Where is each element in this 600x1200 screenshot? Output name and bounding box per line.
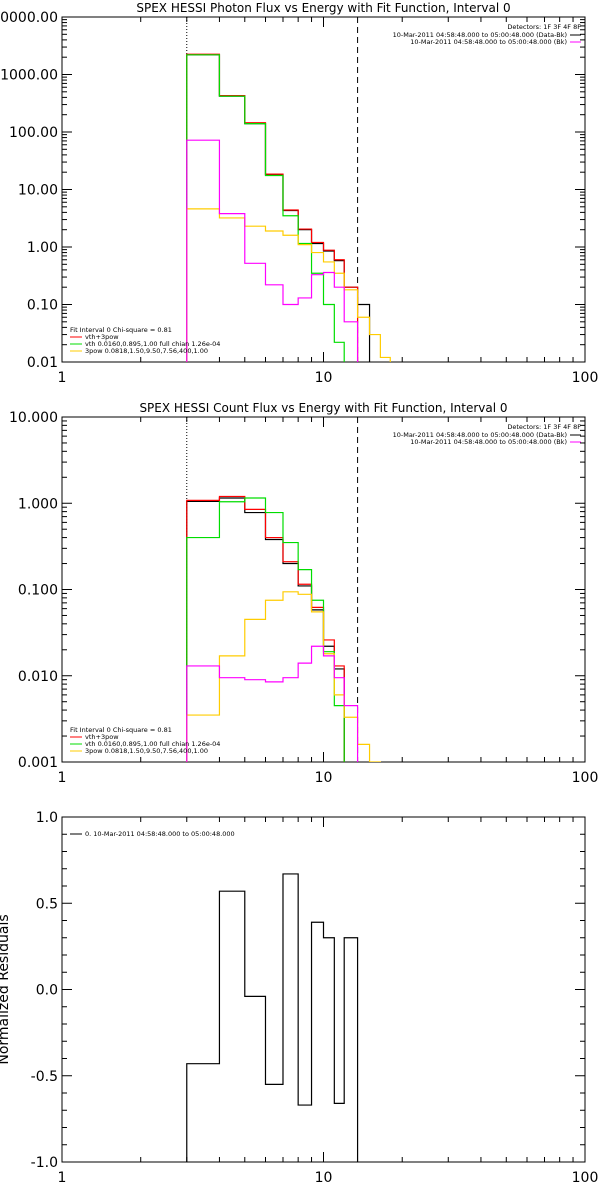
x-tick-label: 10 bbox=[315, 370, 333, 386]
legend-residual-label: 0. 10-Mar-2011 04:58:48.000 to 05:00:48.… bbox=[85, 830, 235, 838]
legend-model-label: 3pow 0.0818,1.50,9.50,7.56,400,1.00 bbox=[85, 747, 208, 755]
series-group bbox=[186, 873, 359, 1162]
x-tick-label: 10 bbox=[315, 1170, 333, 1186]
y-tick-label: 0.010 bbox=[18, 669, 58, 685]
series-line-4 bbox=[186, 497, 345, 762]
y-axis-label: Normalized Residuals bbox=[0, 914, 12, 1064]
chart-panel-2: SPEX HESSI Count Flux vs Energy with Fit… bbox=[9, 401, 599, 786]
y-tick-label: 0.10 bbox=[27, 298, 58, 314]
series-line-1 bbox=[186, 497, 345, 762]
y-tick-label: 10.000 bbox=[9, 410, 58, 426]
series-line-3 bbox=[186, 495, 345, 762]
plot-frame bbox=[61, 416, 586, 763]
legend-detectors: Detectors: 1F 3F 4F 8F bbox=[507, 23, 581, 31]
series-line-6 bbox=[186, 645, 359, 762]
y-tick-label: 0.01 bbox=[27, 355, 58, 371]
x-tick-label: 10 bbox=[315, 770, 333, 786]
chart-panel-3: 1 10 100 -1.0 -0.5 0.0 0.5 1.0 Normalized Residu… bbox=[0, 810, 599, 1186]
plot-frame bbox=[61, 816, 586, 1163]
legend-model-label: vth 0.0160,0.895,1.00 full chian 1.26e-0… bbox=[85, 740, 220, 748]
y-tick-label: 10000.00 bbox=[0, 10, 58, 26]
y-tick-label: 1.0 bbox=[36, 810, 58, 826]
x-tick-label: 100 bbox=[572, 370, 599, 386]
x-tick-label: 1 bbox=[58, 770, 67, 786]
legend-fit-label: Fit Interval 0 Chi-square = 0.81 bbox=[70, 326, 172, 334]
series-line-1 bbox=[186, 54, 371, 362]
y-tick-label: 1.000 bbox=[18, 496, 58, 512]
y-tick-label: 100.00 bbox=[9, 125, 58, 141]
legend-entry-label: 10-Mar-2011 04:58:48.000 to 05:00:48.000… bbox=[393, 431, 567, 439]
chart-title: SPEX HESSI Photon Flux vs Energy with Fi… bbox=[136, 1, 510, 15]
series-line-1 bbox=[186, 873, 359, 1162]
legend-entry-label: 10-Mar-2011 04:58:48.000 to 05:00:48.000… bbox=[410, 38, 567, 46]
series-group bbox=[186, 53, 391, 362]
chart-panel-1: SPEX HESSI Photon Flux vs Energy with Fi… bbox=[0, 1, 599, 386]
y-tick-label: 1.00 bbox=[27, 240, 58, 256]
y-tick-label: 0.100 bbox=[18, 583, 58, 599]
series-line-3 bbox=[186, 53, 359, 362]
plot-frame bbox=[61, 16, 586, 363]
chart-title: SPEX HESSI Count Flux vs Energy with Fit… bbox=[139, 401, 507, 415]
series-group bbox=[186, 495, 381, 762]
legend-model-label: vth+3pow bbox=[85, 333, 119, 341]
legend-entry-label: 10-Mar-2011 04:58:48.000 to 05:00:48.000… bbox=[393, 31, 567, 39]
y-tick-label: 0.5 bbox=[36, 896, 58, 912]
legend-model-label: 3pow 0.0818,1.50,9.50,7.56,400,1.00 bbox=[85, 347, 208, 355]
y-tick-label: 10.00 bbox=[18, 183, 58, 199]
y-tick-label: -0.5 bbox=[31, 1069, 58, 1085]
x-tick-label: 100 bbox=[572, 770, 599, 786]
legend-entry-label: 10-Mar-2011 04:58:48.000 to 05:00:48.000… bbox=[410, 438, 567, 446]
series-line-4 bbox=[186, 54, 345, 362]
legend-detectors: Detectors: 1F 3F 4F 8F bbox=[507, 423, 581, 431]
y-tick-label: 0.0 bbox=[36, 983, 58, 999]
x-tick-label: 100 bbox=[572, 1170, 599, 1186]
legend-model-label: vth+3pow bbox=[85, 733, 119, 741]
legend-model-label: vth 0.0160,0.895,1.00 full chian 1.26e-0… bbox=[85, 340, 220, 348]
y-tick-label: 1000.00 bbox=[0, 68, 58, 84]
y-tick-label: 0.001 bbox=[18, 755, 58, 771]
series-line-6 bbox=[186, 139, 359, 362]
x-tick-label: 1 bbox=[58, 1170, 67, 1186]
y-tick-label: -1.0 bbox=[31, 1155, 58, 1171]
series-line-5 bbox=[186, 591, 381, 762]
legend-fit-label: Fit Interval 0 Chi-square = 0.81 bbox=[70, 726, 172, 734]
x-tick-label: 1 bbox=[58, 370, 67, 386]
series-line-5 bbox=[186, 208, 391, 362]
